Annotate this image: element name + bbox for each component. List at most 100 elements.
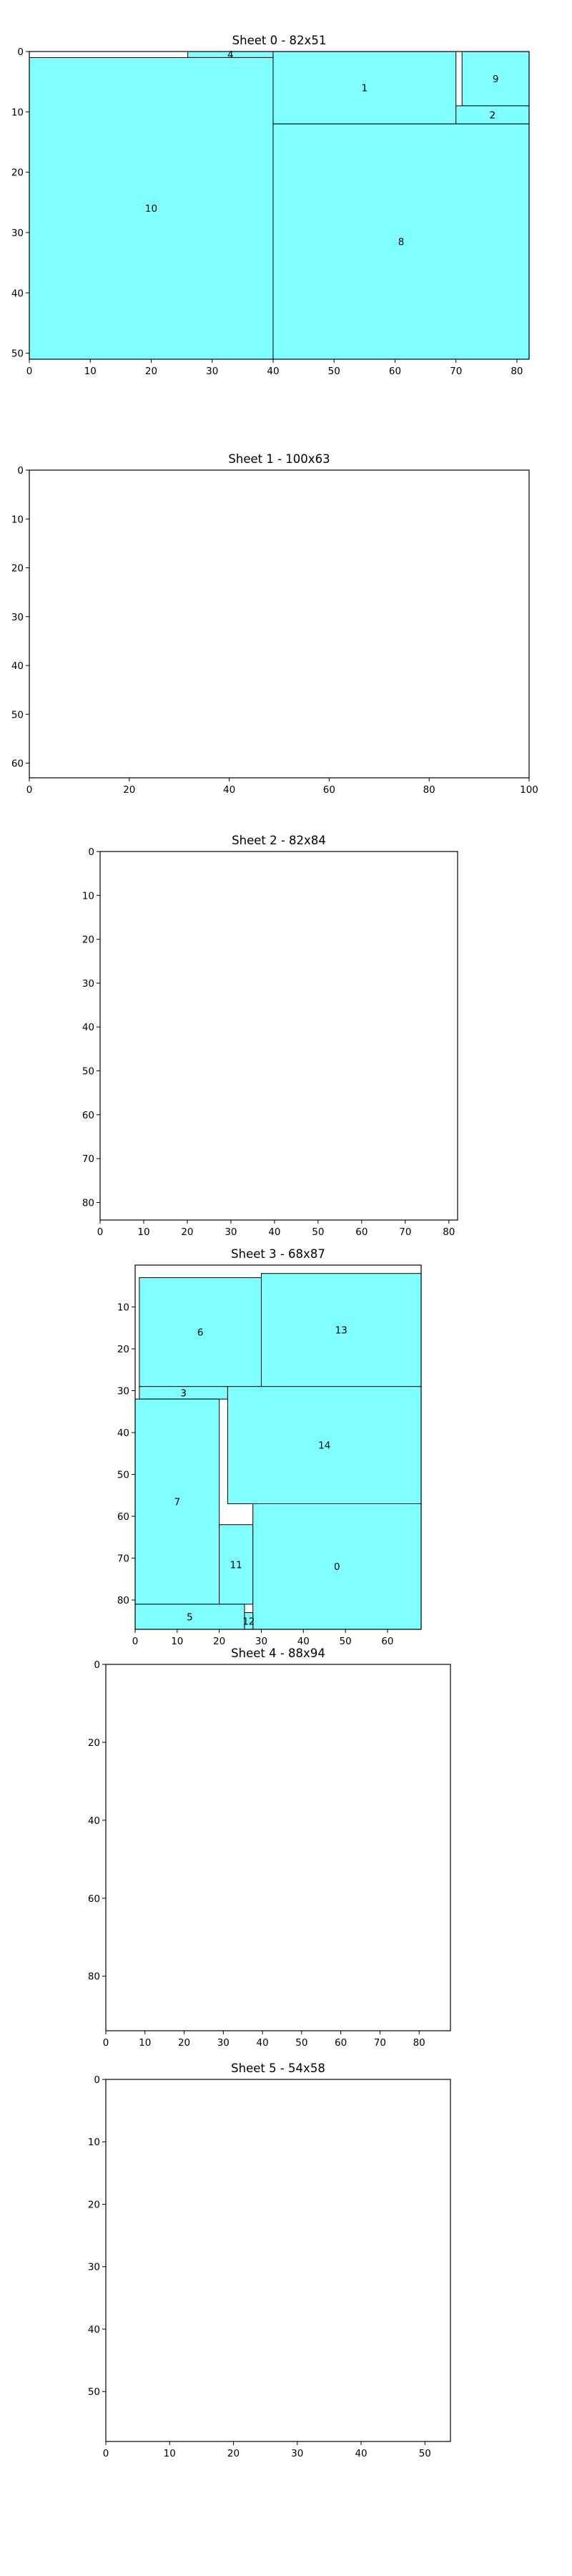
x-tick-label: 20: [227, 2448, 240, 2459]
x-tick-label: 60: [355, 1226, 368, 1238]
y-tick-label: 60: [82, 1110, 94, 1121]
y-tick-label: 60: [88, 1893, 100, 1905]
x-tick-label: 80: [511, 366, 523, 377]
x-tick-label: 10: [171, 1636, 183, 1647]
x-tick-label: 20: [178, 2037, 190, 2049]
y-tick-label: 20: [82, 935, 94, 946]
y-tick-label: 30: [11, 228, 24, 239]
x-tick-label: 10: [84, 366, 97, 377]
piece-rect-13: [260, 1273, 422, 1387]
x-tick-label: 80: [443, 1226, 455, 1238]
sheet-3: Sheet 3 - 68x87 6 13 3 14 7 11 0 5 12 0 10 20 30 40 50 6…: [117, 1247, 422, 1647]
y-tick-label: 10: [88, 2137, 100, 2148]
y-tick-label: 10: [11, 107, 24, 118]
y-tick-label: 30: [11, 612, 24, 623]
y-tick-label: 30: [82, 978, 94, 990]
x-tick-label: 20: [123, 784, 135, 796]
x-tick-label: 80: [413, 2037, 425, 2049]
x-tick-label: 50: [328, 366, 340, 377]
piece-label-4: 4: [227, 49, 234, 61]
y-tick-label: 40: [11, 288, 24, 299]
y-tick-label: 20: [11, 563, 24, 575]
axes-frame: [29, 469, 530, 779]
x-tick-label: 10: [164, 2448, 176, 2459]
axes-frame: [105, 1664, 451, 2031]
sheet-title: Sheet 2 - 82x84: [232, 834, 326, 847]
y-tick-label: 0: [17, 47, 24, 58]
y-tick-label: 40: [117, 1428, 129, 1439]
piece-label-13: 13: [335, 1325, 347, 1337]
x-tick-label: 0: [103, 2448, 109, 2459]
piece-rect-8: [272, 123, 530, 360]
sheet-title: Sheet 3 - 68x87: [231, 1247, 325, 1261]
piece-label-10: 10: [145, 203, 157, 215]
x-tick-label: 30: [291, 2448, 303, 2459]
y-tick-label: 10: [11, 514, 24, 525]
axes-frame: [99, 851, 458, 1221]
x-tick-label: 30: [225, 1226, 237, 1238]
y-tick-label: 40: [11, 660, 24, 672]
x-tick-label: 50: [419, 2448, 431, 2459]
y-tick-label: 80: [88, 1971, 100, 1983]
x-tick-label: 20: [181, 1226, 193, 1238]
x-tick-label: 60: [323, 784, 335, 796]
piece-label-12: 12: [242, 1616, 255, 1627]
y-tick-label: 50: [82, 1066, 94, 1078]
piece-label-6: 6: [197, 1327, 204, 1339]
sheet-4: Sheet 4 - 88x94 0 10 20 30 40 50 60 70 80 0 20 40 60 8…: [88, 1646, 451, 2049]
y-tick-label: 50: [11, 709, 24, 721]
piece-label-11: 11: [230, 1559, 242, 1571]
x-tick-label: 0: [97, 1226, 104, 1238]
x-tick-label: 100: [520, 784, 538, 796]
y-tick-label: 20: [117, 1344, 129, 1355]
y-tick-label: 60: [117, 1511, 129, 1523]
y-tick-label: 0: [17, 465, 24, 477]
x-tick-label: 50: [312, 1226, 324, 1238]
sheet-title: Sheet 5 - 54x58: [231, 2062, 325, 2075]
y-tick-label: 80: [82, 1197, 94, 1209]
y-tick-label: 10: [82, 890, 94, 902]
piece-rect-10: [29, 57, 274, 360]
y-tick-label: 70: [117, 1553, 129, 1565]
y-tick-label: 0: [88, 847, 94, 858]
sheet-title: Sheet 0 - 82x51: [232, 34, 327, 47]
sheet-title: Sheet 4 - 88x94: [231, 1646, 325, 1660]
x-tick-label: 10: [139, 2037, 151, 2049]
sheet-title: Sheet 1 - 100x63: [228, 452, 330, 466]
y-tick-label: 30: [117, 1386, 129, 1397]
x-tick-label: 40: [268, 1226, 280, 1238]
axes-frame: [105, 2079, 451, 2442]
x-tick-label: 0: [103, 2037, 109, 2049]
y-tick-label: 20: [11, 167, 24, 179]
y-tick-label: 50: [88, 2386, 100, 2398]
x-tick-label: 30: [255, 1636, 267, 1647]
piece-rect-1: [272, 51, 457, 125]
x-tick-label: 10: [137, 1226, 149, 1238]
x-tick-label: 40: [256, 2037, 268, 2049]
y-tick-label: 60: [11, 758, 24, 770]
y-tick-label: 20: [88, 2199, 100, 2210]
piece-rect-14: [227, 1386, 422, 1504]
y-tick-label: 80: [117, 1595, 129, 1606]
piece-label-1: 1: [362, 83, 368, 94]
piece-label-7: 7: [174, 1497, 181, 1508]
x-tick-label: 0: [26, 366, 33, 377]
x-tick-label: 70: [450, 366, 462, 377]
x-tick-label: 60: [389, 366, 401, 377]
x-tick-label: 60: [335, 2037, 347, 2049]
x-tick-label: 40: [223, 784, 235, 796]
axes-frame: [134, 1264, 422, 1630]
x-tick-label: 0: [26, 784, 33, 796]
axes-frame: [29, 51, 530, 360]
piece-label-9: 9: [493, 74, 499, 85]
piece-rect-7: [134, 1398, 220, 1605]
y-tick-label: 0: [94, 1659, 100, 1671]
piece-label-8: 8: [398, 237, 405, 248]
sheet-5: Sheet 5 - 54x58 0 10 20 30 40 50 0 10 20 30 40 50: [88, 2062, 451, 2459]
y-tick-label: 40: [82, 1022, 94, 1033]
y-tick-label: 40: [88, 2324, 100, 2336]
piece-label-14: 14: [318, 1440, 330, 1452]
y-tick-label: 20: [88, 1737, 100, 1749]
